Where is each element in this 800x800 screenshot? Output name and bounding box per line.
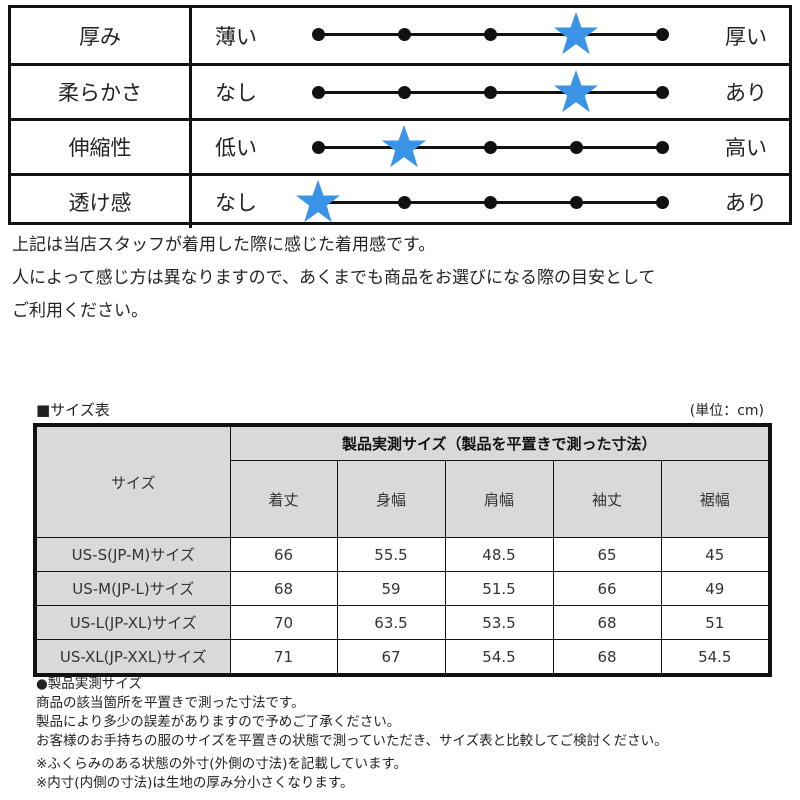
footnote-remark: ※内寸(内側の寸法)は生地の厚み分小さくなります。: [36, 775, 354, 791]
table-row: US-S(JP-M)サイズ 66 55.5 48.5 65 45: [34, 537, 771, 572]
size-label: US-M(JP-L)サイズ: [34, 571, 231, 606]
scale-dot: [398, 86, 411, 99]
scale-dot: [656, 86, 669, 99]
table-cell: 67: [336, 639, 446, 676]
footnote-line: お客様のお手持ちの服のサイズを平置きの状態で測っていただき、サイズ表と比較してご…: [36, 733, 668, 749]
feel-row-softness: 柔らかさ なし あり: [11, 63, 789, 118]
table-cell: 45: [660, 537, 771, 572]
scale-dot: [312, 28, 325, 41]
measurement-group-header: 製品実測サイズ（製品を平置きで測った寸法）: [229, 424, 771, 461]
table-cell: 71: [229, 639, 338, 676]
column-header: 袖丈: [552, 460, 662, 538]
feel-high-label: あり: [725, 81, 767, 105]
footnote-remark: ※ふくらみのある状態の外寸(外側の寸法)を記載しています。: [36, 756, 408, 772]
star-icon: [381, 124, 427, 168]
scale-dot: [656, 28, 669, 41]
column-header: 裾幅: [660, 460, 771, 538]
feel-label: 透け感: [11, 176, 192, 228]
table-cell: 68: [552, 605, 662, 640]
table-cell: 55.5: [336, 537, 446, 572]
scale-dot: [398, 28, 411, 41]
table-cell: 68: [229, 571, 338, 606]
size-column-header: サイズ: [34, 424, 231, 538]
table-cell: 63.5: [336, 605, 446, 640]
note-line: 人によって感じ方は異なりますので、あくまでも商品をお選びになる際の目安として: [12, 268, 656, 288]
feel-notes: 上記は当店スタッフが着用した際に感じた着用感です。 人によって感じ方は異なります…: [12, 229, 655, 328]
scale-dot: [312, 86, 325, 99]
feel-label: 厚み: [11, 8, 192, 63]
feel-low-label: なし: [215, 81, 257, 105]
feel-row-stretch: 伸縮性 低い 高い: [11, 118, 789, 173]
note-line: ご利用ください。: [12, 301, 148, 321]
feel-low-label: 低い: [215, 136, 257, 160]
scale-dot: [312, 141, 325, 154]
size-footnotes: ●製品実測サイズ 商品の該当箇所を平置きで測った寸法です。 製品により多少の誤差…: [36, 675, 668, 793]
star-icon: [553, 11, 599, 55]
feel-label: 柔らかさ: [11, 66, 192, 118]
table-cell: 48.5: [444, 537, 554, 572]
table-cell: 66: [552, 571, 662, 606]
table-cell: 51.5: [444, 571, 554, 606]
size-table: サイズ 製品実測サイズ（製品を平置きで測った寸法） 着丈 身幅 肩幅 袖丈 裾幅…: [33, 423, 773, 677]
column-header: 身幅: [336, 460, 446, 538]
scale-dot: [656, 141, 669, 154]
table-cell: 66: [229, 537, 338, 572]
feel-low-label: 薄い: [215, 24, 257, 49]
table-cell: 54.5: [660, 639, 771, 676]
note-line: 上記は当店スタッフが着用した際に感じた着用感です。: [12, 235, 436, 255]
table-cell: 68: [552, 639, 662, 676]
scale-dot: [398, 196, 411, 209]
feel-high-label: 高い: [725, 136, 767, 160]
table-cell: 65: [552, 537, 662, 572]
scale-dot: [484, 28, 497, 41]
star-icon: [553, 69, 599, 113]
scale-dot: [570, 141, 583, 154]
size-table-header-row: サイズ 製品実測サイズ（製品を平置きで測った寸法）: [34, 424, 771, 538]
table-cell: 53.5: [444, 605, 554, 640]
table-cell: 54.5: [444, 639, 554, 676]
size-label: US-S(JP-M)サイズ: [34, 537, 231, 572]
table-row: US-XL(JP-XXL)サイズ 71 67 54.5 68 54.5: [34, 639, 771, 676]
size-label: US-XL(JP-XXL)サイズ: [34, 639, 231, 676]
feel-low-label: なし: [215, 191, 257, 215]
feel-row-sheerness: 透け感 なし あり: [11, 173, 789, 228]
feel-label: 伸縮性: [11, 121, 192, 173]
unit-label: (単位：cm): [689, 403, 764, 419]
scale-dot: [484, 141, 497, 154]
feel-high-label: 厚い: [725, 24, 767, 49]
star-icon: [295, 179, 341, 223]
column-header: 着丈: [229, 460, 338, 538]
scale-dot: [656, 196, 669, 209]
column-header: 肩幅: [444, 460, 554, 538]
table-row: US-M(JP-L)サイズ 68 59 51.5 66 49: [34, 571, 771, 606]
footnote-heading: ●製品実測サイズ: [36, 676, 142, 692]
size-label: US-L(JP-XL)サイズ: [34, 605, 231, 640]
scale-dot: [570, 196, 583, 209]
table-cell: 49: [660, 571, 771, 606]
footnote-line: 製品により多少の誤差がありますので予めご了承ください。: [36, 714, 401, 730]
feel-rating-table: 厚み 薄い 厚い 柔らかさ なし あり 伸縮性: [8, 5, 792, 228]
size-table-title: ■サイズ表: [36, 401, 110, 419]
feel-row-thickness: 厚み 薄い 厚い: [11, 8, 789, 63]
scale-dot: [484, 196, 497, 209]
footnote-line: 商品の該当箇所を平置きで測った寸法です。: [36, 695, 305, 711]
table-row: US-L(JP-XL)サイズ 70 63.5 53.5 68 51: [34, 605, 771, 640]
table-cell: 70: [229, 605, 338, 640]
scale-dot: [484, 86, 497, 99]
table-cell: 51: [660, 605, 771, 640]
feel-high-label: あり: [725, 191, 767, 215]
table-cell: 59: [336, 571, 446, 606]
